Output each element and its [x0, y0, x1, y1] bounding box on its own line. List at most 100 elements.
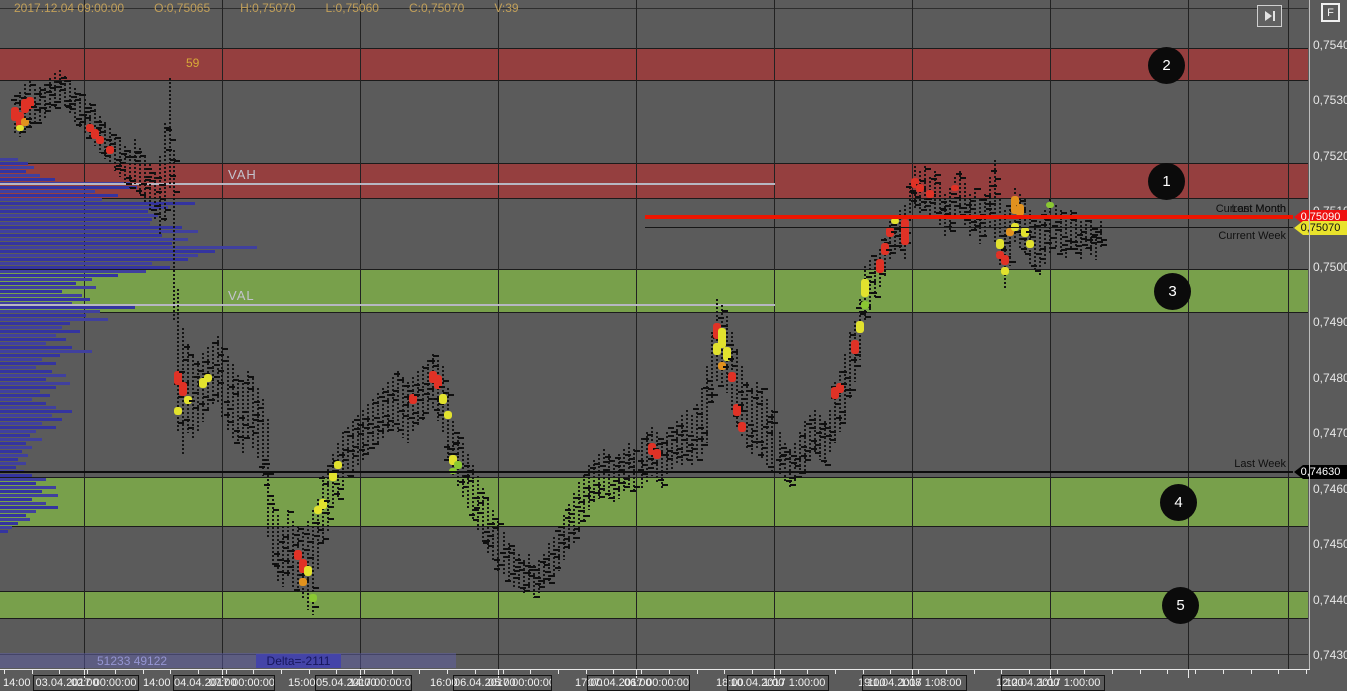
volume-profile-bar	[0, 458, 18, 461]
candle-tick	[816, 432, 822, 434]
candle-tick	[449, 448, 455, 450]
candle-tick	[610, 484, 616, 486]
time-minor-tick	[143, 670, 144, 674]
candle-tick	[314, 535, 320, 537]
candle-tick	[238, 380, 244, 382]
candle-tick	[856, 307, 862, 309]
volume-cluster-y	[1021, 227, 1029, 237]
candle-tick	[825, 464, 831, 466]
candlestick	[422, 366, 424, 421]
candle-tick	[1050, 247, 1056, 249]
candle-tick	[156, 191, 162, 193]
time-session-tick	[498, 670, 499, 678]
candle-tick	[698, 427, 704, 429]
candlestick	[583, 471, 585, 521]
candle-tick	[284, 572, 290, 574]
price-axis[interactable]: 0,754000,753000,752000,751000,750000,749…	[1294, 0, 1347, 691]
candle-tick	[805, 459, 811, 461]
volume-profile-bar	[0, 362, 56, 365]
chart-canvas[interactable]: VAH VAL Last Month Current Month Current Wee…	[0, 0, 1308, 669]
candlestick	[671, 427, 673, 471]
candlestick	[437, 360, 439, 421]
candle-tick	[520, 587, 526, 589]
candle-tick	[15, 95, 21, 97]
candle-tick	[1046, 242, 1052, 244]
candle-tick	[75, 99, 81, 101]
volume-profile-bar	[0, 518, 30, 521]
volume-cluster-o	[21, 118, 29, 126]
skip-to-end-button[interactable]	[1257, 5, 1282, 27]
candle-tick	[574, 537, 580, 539]
val-label: VAL	[228, 288, 255, 303]
candlestick	[397, 371, 399, 432]
candle-tick	[378, 421, 384, 423]
current-week-label: Current Week	[1218, 230, 1286, 242]
candle-tick	[293, 544, 299, 546]
candle-tick	[791, 455, 797, 457]
candle-tick	[11, 99, 17, 101]
candle-tick	[464, 465, 470, 467]
candlestick	[874, 255, 876, 299]
candle-tick	[233, 379, 239, 381]
volume-profile-bar	[0, 422, 42, 425]
candle-tick	[524, 590, 530, 592]
candle-tick	[564, 538, 570, 540]
volume-cluster-r	[831, 387, 839, 399]
candle-tick	[188, 354, 194, 356]
candle-tick	[1056, 229, 1062, 231]
candlestick	[197, 361, 199, 433]
candle-tick	[762, 447, 768, 449]
candle-tick	[45, 103, 51, 105]
candlestick	[114, 134, 116, 171]
candlestick	[919, 171, 921, 216]
vah_line	[0, 183, 775, 185]
volume-profile-bar	[0, 338, 66, 341]
candle-tick	[125, 150, 131, 152]
candle-tick	[772, 422, 778, 424]
volume-cluster-y	[319, 499, 327, 509]
volume-profile-bar	[0, 254, 198, 257]
candle-tick	[747, 390, 753, 392]
candle-tick	[549, 582, 555, 584]
axis-mode-button[interactable]: F	[1321, 3, 1340, 22]
candle-tick	[364, 418, 370, 420]
candlestick	[779, 432, 781, 476]
volume-profile-bar	[0, 502, 46, 505]
time-session-tick	[360, 670, 361, 678]
volume-cluster-r	[851, 340, 859, 354]
candle-tick	[269, 503, 275, 505]
candle-tick	[530, 566, 536, 568]
candle-tick	[1061, 212, 1067, 214]
time-axis[interactable]: 14:00 14:00 15:00 16:00 17:00 18:00 19:00 12:00…	[0, 669, 1347, 691]
candle-tick	[965, 219, 971, 221]
candle-tick	[469, 514, 475, 516]
candlestick	[457, 432, 459, 488]
candle-tick	[489, 523, 495, 525]
volume-profile-bar	[0, 386, 56, 389]
candlestick	[568, 504, 570, 549]
candle-tick	[1091, 236, 1097, 238]
volume-profile-bar	[0, 382, 70, 385]
volume-cluster-o	[1011, 196, 1019, 214]
candlestick	[129, 151, 131, 188]
candle-tick	[254, 401, 260, 403]
candle-tick	[434, 398, 440, 400]
candlestick	[799, 432, 801, 476]
candle-tick	[106, 139, 112, 141]
candle-tick	[625, 462, 631, 464]
volume-cluster-g	[861, 301, 869, 309]
candlestick	[282, 526, 284, 587]
zone-number-badge: 5	[1162, 587, 1199, 624]
volume-cluster-r	[429, 371, 437, 383]
candle-tick	[991, 185, 997, 187]
candle-tick	[1081, 238, 1087, 240]
candle-tick	[423, 412, 429, 414]
volume-profile-bar	[0, 446, 32, 449]
candle-tick	[662, 442, 668, 444]
volume-profile-bar	[0, 346, 72, 349]
time-session-tick	[912, 670, 913, 678]
time-minor-tick	[752, 670, 753, 674]
volume-profile-bar	[0, 318, 108, 321]
volume-profile-bar	[0, 162, 28, 165]
